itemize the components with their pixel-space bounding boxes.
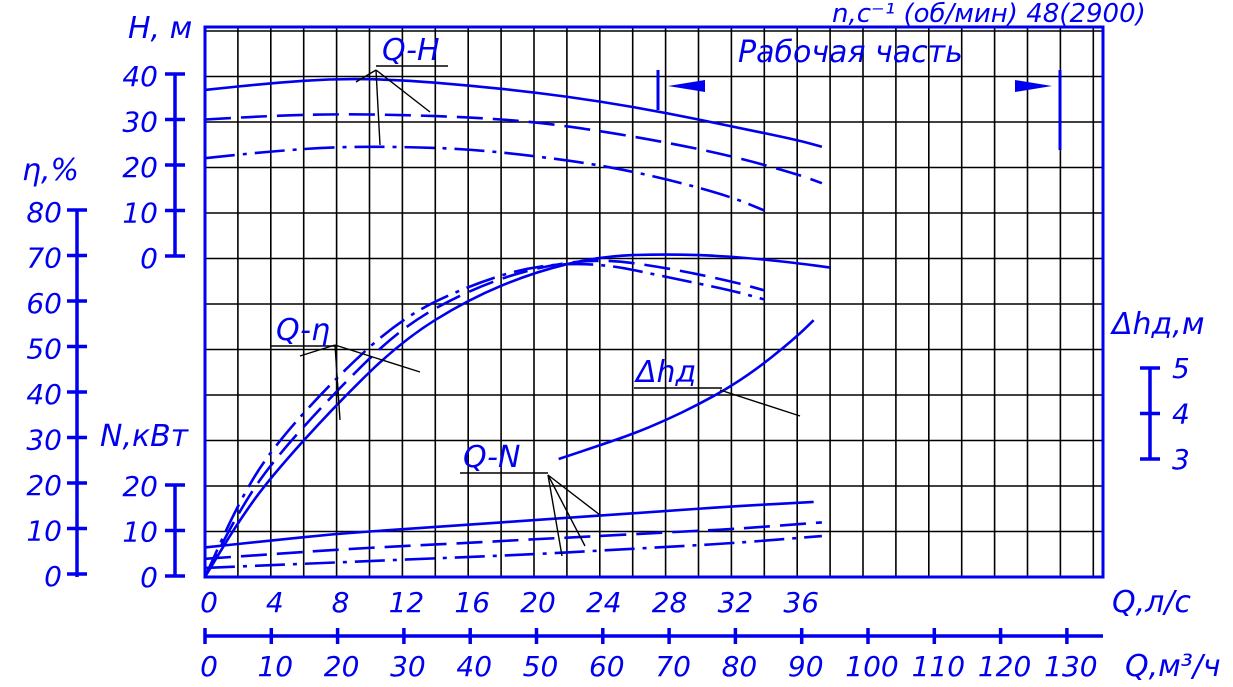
curve-label-q-h: Q-H bbox=[382, 33, 440, 68]
dh-tick-label: 5 bbox=[1172, 352, 1190, 385]
dh-tick-label: 3 bbox=[1172, 443, 1190, 476]
eta-tick-label: 10 bbox=[26, 515, 62, 548]
eta-tick-label: 60 bbox=[26, 287, 62, 320]
leader-line bbox=[355, 69, 377, 83]
series-Q-η-solid bbox=[203, 253, 831, 578]
leader-line bbox=[547, 474, 563, 557]
series-Q-H-solid bbox=[204, 77, 823, 149]
x2-tick-label: 30 bbox=[390, 650, 426, 683]
leader-line bbox=[375, 69, 431, 113]
leader-line bbox=[375, 69, 381, 146]
eta-tick-label: 50 bbox=[26, 333, 62, 366]
leader-line bbox=[299, 344, 336, 357]
curve-label-q-eta: Q-η bbox=[276, 313, 330, 348]
chart-axes bbox=[67, 72, 1160, 644]
n-axis-label: N,кВт bbox=[100, 419, 190, 454]
chart-grid bbox=[205, 27, 1103, 577]
series-Q-N-dashdot bbox=[204, 534, 822, 570]
dh-tick-label: 4 bbox=[1172, 398, 1190, 431]
series-Q-H-dashed bbox=[204, 113, 823, 185]
h-tick-label: 0 bbox=[140, 242, 158, 275]
n-tick-label: 0 bbox=[140, 561, 158, 594]
n-tick-label: 20 bbox=[122, 470, 158, 503]
h-tick-label: 30 bbox=[122, 106, 158, 139]
working-zone-label: Рабочая часть bbox=[738, 35, 963, 70]
x-tick-label: 24 bbox=[586, 586, 622, 619]
x-tick-label: 4 bbox=[266, 586, 284, 619]
x2-tick-label: 130 bbox=[1044, 650, 1097, 683]
h-tick-label: 40 bbox=[122, 60, 158, 93]
h-tick-label: 20 bbox=[122, 151, 158, 184]
eta-tick-label: 20 bbox=[26, 469, 62, 502]
x-tick-label: 16 bbox=[454, 586, 490, 619]
x2-tick-label: 90 bbox=[788, 650, 824, 683]
leader-line bbox=[334, 344, 421, 373]
x2-tick-label: 100 bbox=[845, 650, 898, 683]
label-leaders bbox=[270, 65, 801, 557]
speed-label: n,с⁻¹ (об/мин) 48(2900) bbox=[832, 0, 1146, 29]
x2-tick-label: 40 bbox=[456, 650, 492, 683]
eta-axis-label: η,% bbox=[22, 153, 79, 188]
h-axis-label: Н, м bbox=[128, 11, 192, 46]
leader-line bbox=[719, 389, 801, 417]
chart-tick-labels: 0 4 8 12 16 20 24 28 32 360 10 20 30 40 50 60 70 80 90 100 1… bbox=[26, 60, 1189, 683]
working-zone-arrow-left bbox=[668, 80, 705, 92]
x-tick-label: 36 bbox=[783, 586, 819, 619]
x2-tick-label: 60 bbox=[589, 650, 625, 683]
eta-tick-label: 80 bbox=[26, 196, 62, 229]
series-Q-N-dashed bbox=[204, 521, 822, 561]
x2-tick-label: 0 bbox=[200, 650, 218, 683]
leader-line bbox=[547, 474, 586, 547]
eta-tick-label: 40 bbox=[26, 378, 62, 411]
x2-tick-label: 50 bbox=[523, 650, 559, 683]
x2-axis-label: Q,м³/ч bbox=[1125, 649, 1221, 684]
n-tick-label: 10 bbox=[122, 516, 158, 549]
dh-axis-label: Δhд,м bbox=[1110, 307, 1204, 342]
series-Δhд-solid bbox=[558, 319, 815, 461]
series-Q-N-solid bbox=[204, 500, 814, 549]
x2-tick-label: 70 bbox=[655, 650, 691, 683]
series-Q-η-dashdot bbox=[203, 262, 765, 578]
eta-tick-label: 70 bbox=[26, 242, 62, 275]
leader-line bbox=[334, 344, 341, 421]
working-zone-arrow-right bbox=[1015, 80, 1052, 92]
x-tick-label: 28 bbox=[652, 586, 688, 619]
x-tick-label: 0 bbox=[200, 586, 218, 619]
curve-label-dh: Δhд bbox=[634, 355, 696, 390]
leader-line bbox=[547, 474, 601, 516]
x-tick-label: 12 bbox=[389, 586, 425, 619]
chart-curves bbox=[203, 70, 1062, 578]
x2-tick-label: 80 bbox=[722, 650, 758, 683]
x-tick-label: 8 bbox=[332, 586, 350, 619]
series-Q-H-dashdot bbox=[204, 145, 765, 212]
x-tick-label: 32 bbox=[718, 586, 754, 619]
x2-tick-label: 20 bbox=[324, 650, 360, 683]
x-tick-label: 20 bbox=[520, 586, 556, 619]
x2-tick-label: 110 bbox=[912, 650, 965, 683]
plot-frame bbox=[203, 25, 1105, 579]
x2-tick-label: 120 bbox=[978, 650, 1031, 683]
series-Q-η-dashed bbox=[203, 259, 765, 578]
eta-tick-label: 30 bbox=[26, 424, 62, 457]
curve-label-q-n: Q-N bbox=[463, 440, 520, 475]
eta-tick-label: 0 bbox=[44, 560, 62, 593]
x2-tick-label: 10 bbox=[257, 650, 293, 683]
h-tick-label: 10 bbox=[122, 197, 158, 230]
x-axis-label: Q,л/с bbox=[1112, 585, 1191, 620]
